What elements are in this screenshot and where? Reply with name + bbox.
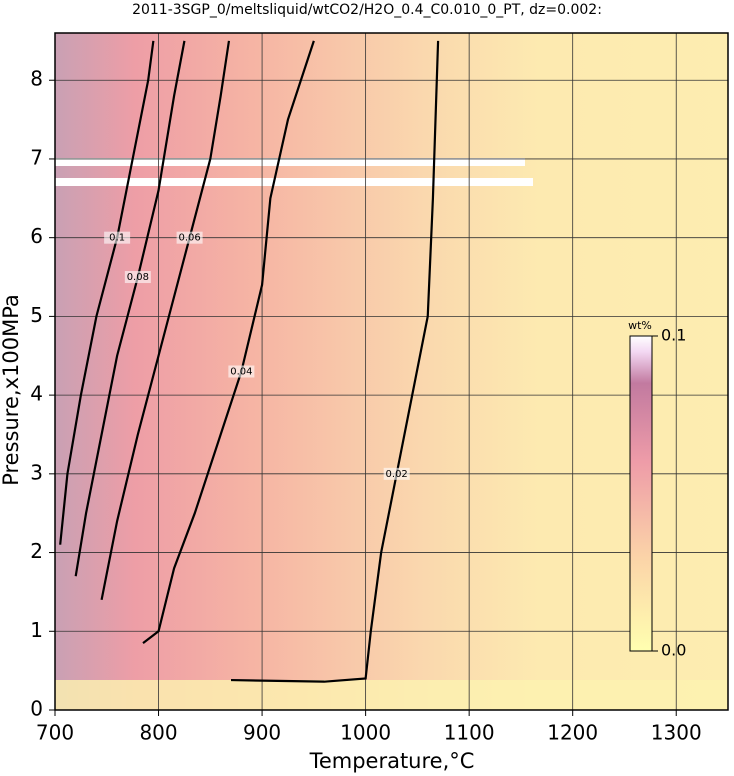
x-tick-label: 1200 bbox=[547, 721, 598, 745]
contour-label-bg bbox=[124, 271, 151, 284]
y-tick-label: 4 bbox=[30, 382, 43, 406]
gap-strip bbox=[55, 158, 525, 166]
y-tick-label: 5 bbox=[30, 303, 43, 327]
contour-label: 0.08 bbox=[127, 272, 149, 283]
y-axis-label: Pressure,x100MPa bbox=[0, 294, 23, 486]
contour-label: 0.06 bbox=[178, 233, 200, 244]
colorbar bbox=[629, 335, 653, 652]
contour-label-bg bbox=[228, 365, 255, 378]
contour-label-bg bbox=[383, 467, 410, 480]
chart-title: 2011-3SGP_0/meltsliquid/wtCO2/H2O_0.4_C0… bbox=[132, 2, 602, 18]
colorbar-label: wt% bbox=[628, 319, 652, 332]
contour-label: 0.04 bbox=[230, 367, 252, 378]
contour-label-bg bbox=[104, 231, 131, 244]
field bbox=[55, 33, 728, 710]
contour-label: 0.1 bbox=[109, 233, 125, 244]
frame bbox=[54, 32, 729, 711]
gap-strip bbox=[55, 178, 533, 186]
y-tick-label: 8 bbox=[30, 67, 43, 91]
contour-line bbox=[59, 40, 155, 545]
x-tick-label: 900 bbox=[243, 721, 281, 745]
colorbar-tick-label: 0.1 bbox=[661, 326, 686, 345]
plot: 0.02 0.04 0.06 0.08 0.1 bbox=[54, 33, 728, 711]
contour-line bbox=[74, 40, 186, 577]
x-tick-label: 1000 bbox=[340, 721, 391, 745]
y-tick-label: 1 bbox=[30, 618, 43, 642]
y-tick-label: 0 bbox=[30, 697, 43, 721]
x-tick-label: 800 bbox=[139, 721, 177, 745]
y-tick-label: 6 bbox=[30, 224, 43, 248]
y-tick-label: 7 bbox=[30, 145, 43, 169]
field-low bbox=[55, 680, 728, 710]
contour-line bbox=[100, 40, 231, 601]
contour-line bbox=[142, 40, 315, 644]
x-axis-label: Temperature,°C bbox=[309, 749, 475, 773]
y-tick-label: 3 bbox=[30, 460, 43, 484]
x-tick-label: 1300 bbox=[651, 721, 702, 745]
contour-label-bg bbox=[176, 231, 203, 244]
colorbar-tick-label: 0.0 bbox=[661, 641, 686, 660]
contour-line bbox=[230, 40, 440, 683]
x-tick-label: 700 bbox=[36, 721, 74, 745]
contour-label: 0.02 bbox=[386, 469, 408, 480]
x-tick-label: 1100 bbox=[444, 721, 495, 745]
y-tick-label: 2 bbox=[30, 539, 43, 563]
